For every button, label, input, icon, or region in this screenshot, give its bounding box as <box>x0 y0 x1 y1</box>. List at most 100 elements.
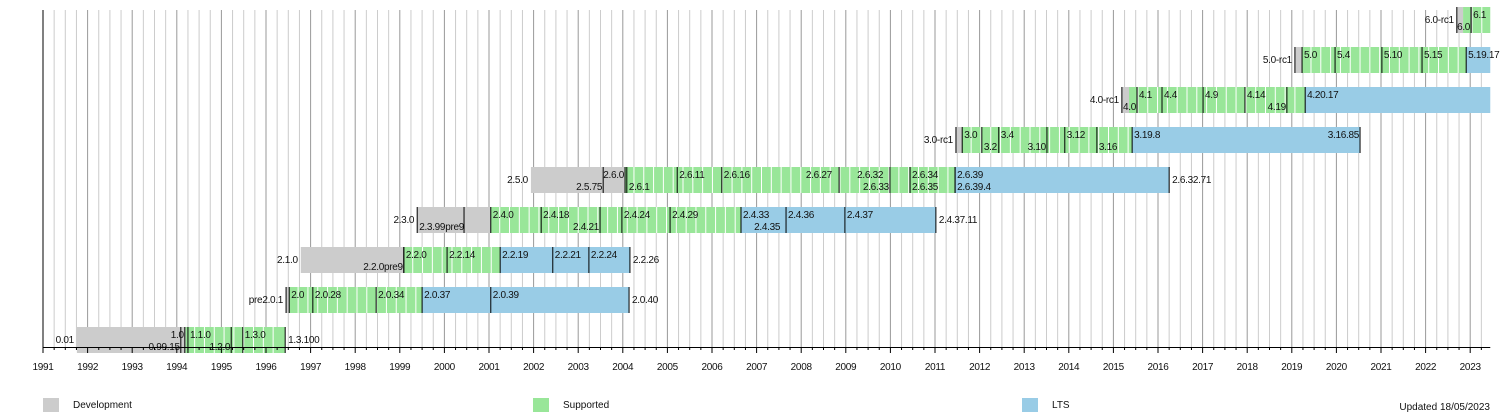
release-label: 2.0.28 <box>315 290 342 301</box>
sup-segment <box>625 167 956 193</box>
x-tick-label: 1991 <box>32 362 54 373</box>
release-label: 2.0.37 <box>424 290 451 301</box>
x-tick-label: 1999 <box>389 362 411 373</box>
release-label: 2.4.24 <box>624 210 651 221</box>
x-tick-label: 2007 <box>746 362 768 373</box>
release-label: 3.16 <box>1099 142 1118 153</box>
dev-segment <box>1294 47 1303 73</box>
dev-segment <box>530 167 626 193</box>
x-tick-label: 1998 <box>345 362 367 373</box>
release-label: 2.5.75 <box>576 182 603 193</box>
release-label: 1.3.0 <box>245 330 266 341</box>
dev-segment <box>417 207 491 233</box>
row-start-label: pre2.0.1 <box>249 295 284 306</box>
x-tick-label: 2013 <box>1014 362 1036 373</box>
release-label: 2.6.34 <box>912 170 939 181</box>
legend-label: Supported <box>563 399 610 411</box>
release-label: 6.0 <box>1457 22 1471 33</box>
release-label: 6.1 <box>1473 10 1487 21</box>
lts-segment <box>955 167 1170 193</box>
x-tick-label: 2012 <box>969 362 991 373</box>
legend-label: Development <box>73 399 132 411</box>
release-label: 4.1 <box>1139 90 1153 101</box>
release-label: 4.19 <box>1268 102 1287 113</box>
release-label: 2.0.34 <box>378 290 405 301</box>
row-start-label: 3.0-rc1 <box>924 135 954 146</box>
sup-segment <box>490 207 741 233</box>
row-end-label: 2.2.26 <box>633 255 660 266</box>
release-label: 4.4 <box>1164 90 1178 101</box>
release-label: 2.6.11 <box>679 170 705 181</box>
release-label: 2.4.21 <box>573 222 600 233</box>
release-row: 5.0-rc1 5.0 5.4 5.10 5.15 5.19.17 <box>1263 47 1500 73</box>
release-label: 4.20.17 <box>1307 90 1339 101</box>
release-label: 2.4.33 <box>743 210 770 221</box>
release-label: 2.6.0 <box>603 170 624 181</box>
x-tick-label: 2006 <box>701 362 723 373</box>
legend-swatch-development <box>43 398 59 412</box>
x-tick-label: 2015 <box>1103 362 1125 373</box>
x-tick-label: 2005 <box>657 362 679 373</box>
legend-development: Development <box>43 398 132 412</box>
lts-segment <box>1466 47 1491 73</box>
x-tick-label: 2020 <box>1326 362 1348 373</box>
x-tick-label: 2014 <box>1058 362 1080 373</box>
release-label: 2.2.24 <box>591 250 618 261</box>
dev-segment <box>286 287 290 313</box>
sup-segment <box>289 287 423 313</box>
sup-segment <box>1129 87 1306 113</box>
row-start-label: 2.3.0 <box>393 215 414 226</box>
x-tick-label: 2002 <box>523 362 545 373</box>
x-tick-label: 2011 <box>925 362 946 373</box>
release-label: 2.6.39 <box>957 170 984 181</box>
release-label: 1.1.0 <box>190 330 211 341</box>
release-label: 1.0 <box>171 330 185 341</box>
x-tick-label: 2010 <box>880 362 902 373</box>
x-tick-label: 2000 <box>434 362 456 373</box>
release-label: 2.6.39.4 <box>957 182 991 193</box>
dev-segment <box>76 327 186 353</box>
row-end-label: 2.6.32.71 <box>1172 175 1212 186</box>
x-tick-label: 2004 <box>612 362 634 373</box>
release-label: 2.0.39 <box>493 290 520 301</box>
release-label: 3.12 <box>1067 130 1086 141</box>
x-tick-label: 2003 <box>568 362 590 373</box>
row-end-label: 1.3.100 <box>288 335 320 346</box>
release-label: 5.10 <box>1384 50 1403 61</box>
release-label: 2.6.27 <box>806 170 833 181</box>
x-tick-label: 2018 <box>1237 362 1259 373</box>
release-label: 4.0 <box>1123 102 1137 113</box>
x-tick-label: 1997 <box>300 362 322 373</box>
release-label: 2.6.16 <box>724 170 751 181</box>
lts-segment <box>422 287 630 313</box>
dev-segment <box>300 247 404 273</box>
lts-segment <box>1305 87 1491 113</box>
dev-segment <box>1456 7 1464 33</box>
release-label: 5.4 <box>1337 50 1351 61</box>
release-label: 2.6.35 <box>912 182 939 193</box>
row-start-label: 6.0-rc1 <box>1425 15 1455 26</box>
x-tick-label: 2009 <box>835 362 857 373</box>
release-label: 3.10 <box>1028 142 1047 153</box>
row-start-label: 2.5.0 <box>507 175 528 186</box>
dev-segment <box>955 127 963 153</box>
legend-swatch-lts <box>1022 398 1038 412</box>
x-axis: 1991 1992 1993 1994 1995 1996 1997 1998 1999 2000… <box>32 10 1491 373</box>
x-tick-label: 2022 <box>1415 362 1437 373</box>
release-label: 2.4.37 <box>847 210 874 221</box>
legend-label: LTS <box>1052 399 1070 411</box>
row-end-label: 2.0.40 <box>632 295 659 306</box>
lts-segment <box>740 207 936 233</box>
legend-supported: Supported <box>533 398 609 412</box>
dev-segment <box>1121 87 1130 113</box>
release-label: 2.6.33 <box>863 182 890 193</box>
updated-note: Updated 18/05/2023 <box>1399 402 1490 413</box>
sup-segment <box>1463 7 1491 33</box>
row-end-label: 2.4.37.11 <box>939 215 978 226</box>
release-label: 5.19.17 <box>1468 50 1500 61</box>
